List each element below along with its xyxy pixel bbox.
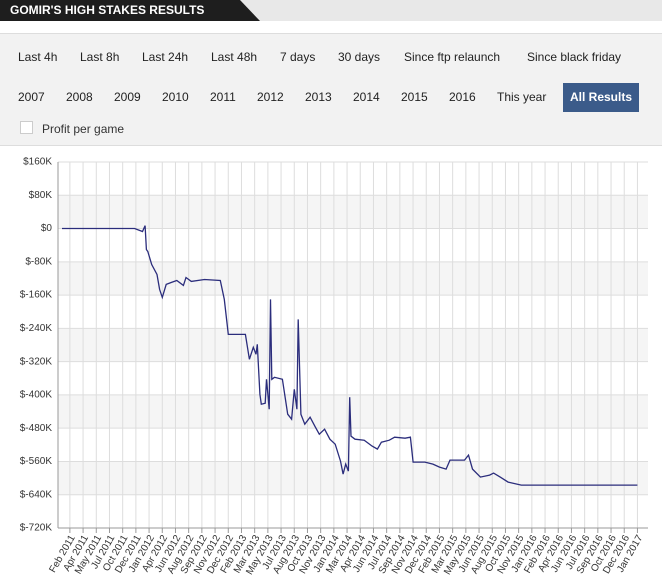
period-filter[interactable]: Last 48h (211, 50, 258, 64)
filter-panel: All Results Profit per game Last 4h Last … (0, 33, 662, 146)
checkbox[interactable] (20, 121, 33, 134)
active-filter[interactable]: All Results (563, 83, 639, 112)
period-filter[interactable]: Last 4h (18, 50, 58, 64)
year-filter[interactable]: 2009 (114, 90, 141, 104)
y-tick-label: $-320K (20, 356, 53, 367)
y-tick-label: $160K (23, 157, 52, 168)
plot-band (58, 195, 648, 229)
y-tick-label: $-160K (20, 290, 53, 301)
period-filter[interactable]: Last 8h (80, 50, 120, 64)
plot-band (58, 261, 648, 296)
plot-band (58, 394, 648, 429)
y-tick-label: $-640K (20, 489, 53, 500)
period-filter[interactable]: 30 days (338, 50, 381, 64)
year-filter[interactable]: 2012 (257, 90, 284, 104)
year-filter[interactable]: 2010 (162, 90, 189, 104)
year-filter[interactable]: 2011 (210, 90, 236, 104)
year-filter[interactable]: 2013 (305, 90, 332, 104)
period-filter[interactable]: 7 days (280, 50, 316, 64)
period-filter[interactable]: Last 24h (142, 50, 189, 64)
y-tick-label: $-560K (20, 456, 53, 467)
plot-band (58, 461, 648, 495)
plot-band (58, 328, 648, 362)
year-filter[interactable]: This year (497, 90, 547, 104)
profit-line (62, 225, 638, 486)
checkbox-label[interactable]: Profit per game (42, 122, 125, 136)
year-filter[interactable]: 2007 (18, 90, 45, 104)
header-tab: GOMIR'S HIGH STAKES RESULTS (0, 0, 260, 21)
year-filter[interactable]: 2016 (449, 90, 476, 104)
y-tick-label: $-240K (20, 323, 53, 334)
y-tick-label: $0 (41, 223, 53, 234)
y-tick-label: $-80K (25, 256, 52, 267)
year-filter[interactable]: 2015 (401, 90, 428, 104)
year-filter[interactable]: 2008 (66, 90, 93, 104)
y-tick-label: $80K (29, 190, 53, 201)
y-tick-label: $-400K (20, 390, 53, 401)
y-tick-label: $-720K (20, 523, 53, 534)
header-title: GOMIR'S HIGH STAKES RESULTS (10, 3, 205, 17)
period-filter[interactable]: Since black friday (527, 50, 622, 64)
year-filter[interactable]: 2014 (353, 90, 380, 104)
period-filter[interactable]: Since ftp relaunch (404, 50, 501, 64)
y-tick-label: $-480K (20, 423, 53, 434)
